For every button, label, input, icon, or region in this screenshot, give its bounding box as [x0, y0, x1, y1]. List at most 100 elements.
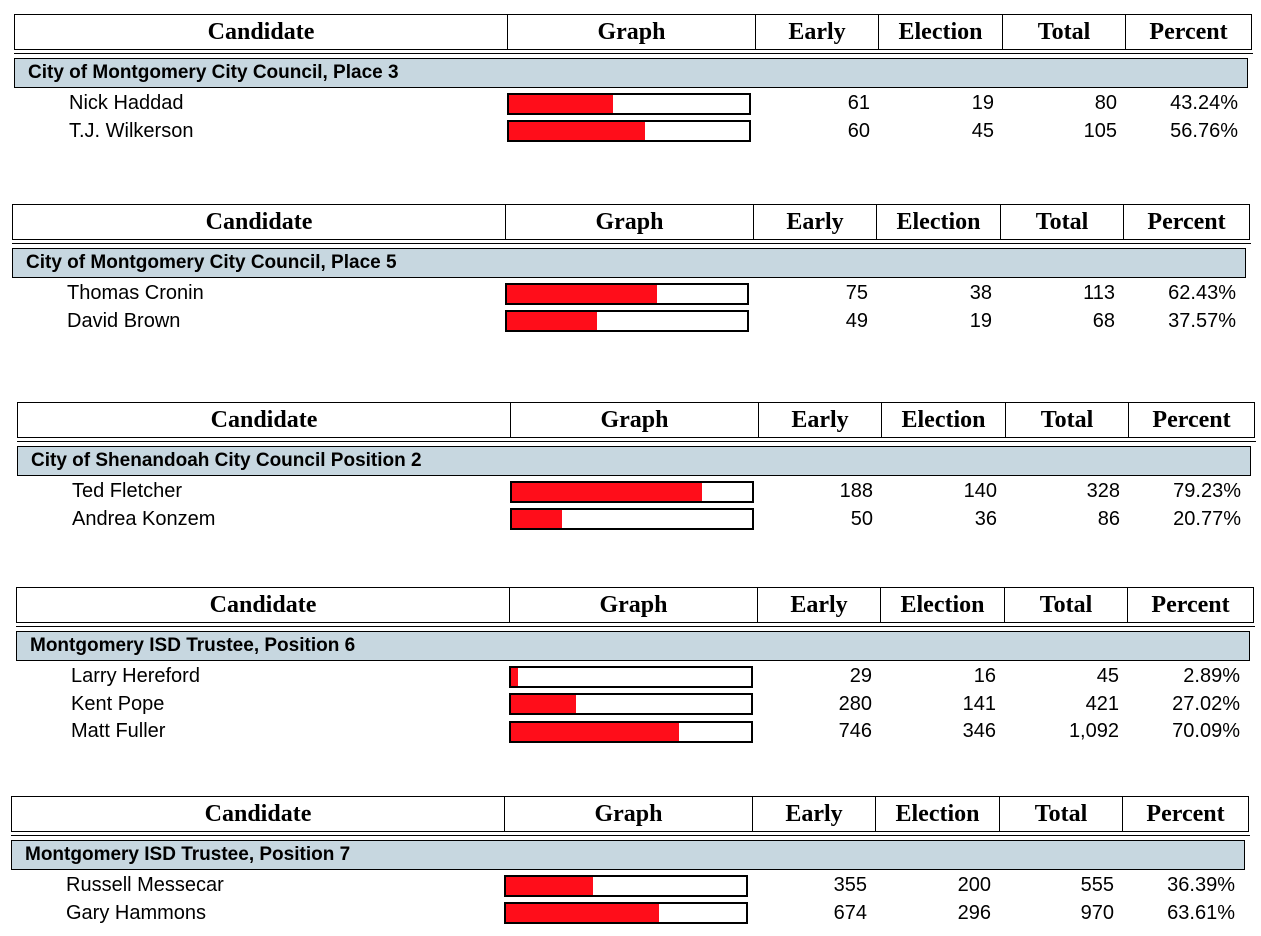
candidate-column-header: Candidate: [15, 15, 508, 49]
election-votes: 16: [973, 665, 996, 688]
election-votes: 141: [962, 692, 996, 715]
table-header-row: Candidate Graph Early Election Total Percent: [11, 204, 1251, 244]
election-votes: 38: [969, 282, 992, 305]
total-column-header: Total: [1003, 15, 1126, 49]
graph-column-header: Graph: [506, 205, 754, 239]
candidate-name: Andrea Konzem: [72, 507, 216, 530]
total-votes: 421: [1085, 692, 1119, 715]
election-votes: 140: [963, 480, 997, 503]
total-column-header: Total: [1005, 588, 1128, 622]
election-votes: 346: [962, 720, 996, 743]
vote-share-bar: [509, 720, 753, 743]
total-votes: 113: [1083, 282, 1115, 305]
race-title: City of Shenandoah City Council Position…: [17, 446, 1251, 476]
vote-share-bar-fill: [512, 482, 703, 501]
candidate-row: Kent Pope 280 141 421 27.02%: [16, 691, 1254, 719]
race-results-table: Candidate Graph Early Election Total Percent M…: [15, 587, 1255, 746]
candidate-list: Thomas Cronin 75 38 113 62.43% David Brown 49 1…: [12, 280, 1250, 335]
total-votes: 970: [1080, 901, 1114, 924]
candidate-name: Nick Haddad: [69, 92, 184, 115]
vote-share-bar-fill: [509, 122, 646, 141]
candidate-list: Larry Hereford 29 16 45 2.89% Kent Pope 280 141…: [16, 663, 1254, 746]
race-results-table: Candidate Graph Early Election Total Percent C…: [11, 204, 1251, 335]
candidate-column-header: Candidate: [12, 797, 505, 831]
race-results-table: Candidate Graph Early Election Total Percent C…: [13, 14, 1253, 146]
vote-share-graph: [509, 720, 757, 743]
vote-share-bar-fill: [507, 312, 598, 331]
table-header-row: Candidate Graph Early Election Total Percent: [16, 402, 1256, 442]
election-votes: 200: [957, 874, 991, 897]
vote-share-bar: [510, 508, 754, 531]
percent-column-header: Percent: [1152, 406, 1231, 433]
candidate-name: Matt Fuller: [71, 720, 166, 743]
race-title: City of Montgomery City Council, Place 3: [14, 58, 1248, 88]
vote-percent: 63.61%: [1167, 901, 1235, 924]
candidate-name: Larry Hereford: [71, 665, 200, 688]
vote-share-bar-fill: [509, 94, 613, 113]
vote-share-bar-fill: [511, 695, 576, 714]
vote-share-graph: [505, 282, 753, 305]
race-results-table: Candidate Graph Early Election Total Percent C…: [16, 402, 1256, 534]
vote-share-graph: [510, 508, 758, 531]
vote-share-bar-fill: [511, 722, 680, 741]
vote-percent: 27.02%: [1172, 692, 1240, 715]
vote-percent: 70.09%: [1172, 720, 1240, 743]
election-column-header: Election: [882, 403, 1006, 437]
candidate-name: David Brown: [67, 309, 181, 332]
election-column-header: Election: [877, 205, 1001, 239]
total-votes: 1,092: [1068, 720, 1119, 743]
vote-share-graph: [504, 902, 752, 925]
election-column-header: Election: [876, 797, 1000, 831]
early-votes: 29: [849, 665, 872, 688]
candidate-name: T.J. Wilkerson: [69, 119, 194, 142]
vote-share-bar: [507, 120, 751, 143]
election-votes: 19: [971, 92, 994, 115]
vote-share-graph: [507, 120, 755, 143]
candidate-row: Larry Hereford 29 16 45 2.89%: [16, 663, 1254, 691]
race-title: City of Montgomery City Council, Place 5: [12, 248, 1246, 278]
graph-column-header: Graph: [511, 403, 759, 437]
early-votes: 280: [838, 692, 872, 715]
vote-share-bar: [507, 92, 751, 115]
candidate-name: Russell Messecar: [66, 874, 224, 897]
early-column-header: Early: [758, 588, 881, 622]
candidate-list: Russell Messecar 355 200 555 36.39% Gary Hamm…: [11, 872, 1249, 927]
early-votes: 50: [850, 507, 873, 530]
vote-share-bar: [509, 665, 753, 688]
vote-share-graph: [505, 310, 753, 333]
candidate-row: Matt Fuller 746 346 1,092 70.09%: [16, 718, 1254, 746]
percent-column-header: Percent: [1149, 18, 1228, 45]
vote-share-graph: [510, 480, 758, 503]
candidate-name: Thomas Cronin: [67, 282, 204, 305]
vote-share-bar: [510, 480, 754, 503]
race-results-table: Candidate Graph Early Election Total Percent M…: [10, 796, 1250, 927]
total-votes: 80: [1094, 92, 1117, 115]
candidate-row: T.J. Wilkerson 60 45 105 56.76%: [14, 118, 1252, 146]
total-votes: 45: [1096, 665, 1119, 688]
graph-column-header: Graph: [505, 797, 753, 831]
candidate-column-header: Candidate: [17, 588, 510, 622]
vote-share-bar: [505, 282, 749, 305]
total-column-header: Total: [1001, 205, 1124, 239]
early-votes: 355: [833, 874, 867, 897]
election-votes: 36: [974, 507, 997, 530]
election-votes: 45: [971, 119, 994, 142]
table-header-row: Candidate Graph Early Election Total Percent: [10, 796, 1250, 836]
total-votes: 555: [1080, 874, 1114, 897]
vote-share-graph: [504, 874, 752, 897]
election-votes: 19: [969, 309, 992, 332]
election-votes: 296: [957, 901, 991, 924]
vote-share-bar: [504, 874, 748, 897]
vote-share-bar: [505, 310, 749, 333]
vote-share-bar-fill: [507, 284, 657, 303]
race-title: Montgomery ISD Trustee, Position 7: [11, 840, 1245, 870]
candidate-row: David Brown 49 19 68 37.57%: [12, 308, 1250, 336]
candidate-row: Andrea Konzem 50 36 86 20.77%: [17, 506, 1255, 534]
candidate-name: Kent Pope: [71, 692, 165, 715]
percent-column-header: Percent: [1151, 591, 1230, 618]
total-votes: 328: [1086, 480, 1120, 503]
vote-percent: 36.39%: [1167, 874, 1235, 897]
race-title: Montgomery ISD Trustee, Position 6: [16, 631, 1250, 661]
vote-share-bar-fill: [506, 904, 659, 923]
vote-percent: 43.24%: [1170, 92, 1238, 115]
